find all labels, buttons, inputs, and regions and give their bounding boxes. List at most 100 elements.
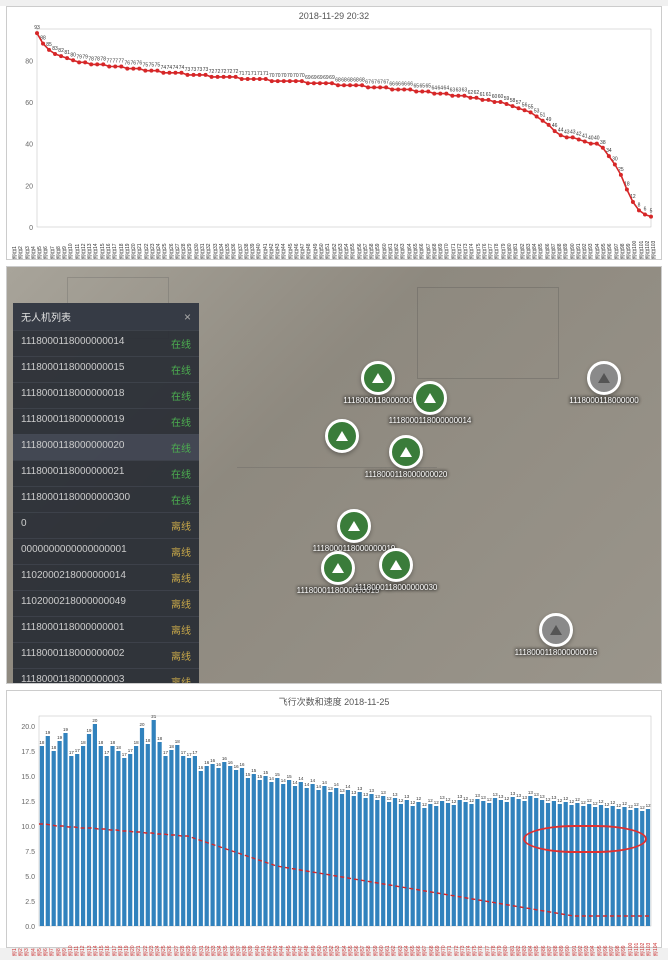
x-tick-label: 项目85 [537,233,543,259]
svg-text:56: 56 [522,102,528,108]
map-marker[interactable]: 1118000118000000014 [413,381,447,415]
svg-text:12: 12 [451,799,457,804]
svg-text:63: 63 [456,88,462,94]
svg-text:73: 73 [191,67,197,73]
drone-row[interactable]: 1118000118000000021在线 [13,460,199,486]
svg-text:43: 43 [570,129,576,135]
svg-text:17: 17 [122,752,128,757]
drone-row[interactable]: 11180001180000000300在线 [13,486,199,512]
svg-text:79: 79 [82,54,88,60]
svg-text:18: 18 [98,740,104,745]
svg-text:10.0: 10.0 [21,824,35,831]
svg-text:66: 66 [395,81,401,87]
map-marker[interactable]: 1118000118000000015 [321,551,355,585]
svg-text:71: 71 [263,71,269,77]
drone-row[interactable]: 1102000218000000014离线 [13,564,199,590]
svg-text:19: 19 [45,730,51,735]
svg-text:70: 70 [275,73,281,79]
x-tick-label: 项104 [652,930,658,956]
close-icon[interactable]: × [184,310,191,324]
x-tick-label: 项目17 [111,233,117,259]
x-tick-label: 项目71 [450,233,456,259]
x-tick-label: 项目55 [349,233,355,259]
drone-row[interactable]: 1102000218000000049离线 [13,590,199,616]
map-marker[interactable]: 1118000118000000 [361,361,395,395]
svg-text:61: 61 [480,92,486,98]
map-marker[interactable]: 1118000118000000030 [379,548,413,582]
x-tick-label: 项目6 [42,233,48,259]
page-root: 2018-11-29 20:32 02040608093888583828180… [0,6,668,948]
map-marker[interactable] [325,419,359,453]
drone-row[interactable]: 0000000000000000001离线 [13,538,199,564]
svg-text:15: 15 [257,774,263,779]
drone-row[interactable]: 1118000118000000019在线 [13,408,199,434]
x-tick-label: 项目93 [587,233,593,259]
svg-text:73: 73 [197,67,203,73]
x-tick-label: 项目25 [161,233,167,259]
svg-text:55: 55 [528,104,534,110]
drone-row[interactable]: 1118000118000000003离线 [13,668,199,684]
x-tick-label: 项目18 [118,233,124,259]
drone-icon [390,560,402,570]
x-tick-label: 项目63 [399,233,405,259]
svg-text:12: 12 [463,796,469,801]
x-tick-label: 项68 [428,930,434,956]
svg-text:21: 21 [151,714,157,719]
x-tick-label: 项8 [55,930,61,956]
x-tick-label: 项目41 [262,233,268,259]
x-tick-label: 项7 [48,930,54,956]
map-marker[interactable]: 1118000118000000020 [389,435,423,469]
svg-text:65: 65 [425,84,431,90]
svg-text:0: 0 [29,225,33,232]
drone-id: 1102000218000000014 [21,570,126,585]
x-tick-label: 项目103 [650,233,656,259]
map-marker[interactable]: 1118000118000000019 [337,509,371,543]
svg-text:17: 17 [163,750,169,755]
svg-text:79: 79 [76,54,82,60]
svg-text:61: 61 [486,92,492,98]
x-tick-label: 项目44 [280,233,286,259]
x-tick-label: 项76 [477,930,483,956]
x-tick-label: 项17 [111,930,117,956]
map-marker[interactable]: 1118000118000000016 [539,613,573,647]
map-panel[interactable]: 无人机列表 × 1118000118000000014在线11180001180… [6,266,662,684]
svg-text:70: 70 [299,73,305,79]
svg-text:80: 80 [25,58,33,65]
x-tick-label: 项30 [191,930,197,956]
drone-status: 在线 [171,440,191,455]
svg-text:63: 63 [450,88,456,94]
svg-text:17: 17 [104,750,110,755]
map-marker[interactable]: 1118000118000000 [587,361,621,395]
drone-id: 1118000118000000018 [21,388,124,403]
drone-row[interactable]: 0离线 [13,512,199,538]
svg-text:74: 74 [173,65,179,71]
svg-text:12: 12 [640,805,646,810]
x-tick-label: 项49 [310,930,316,956]
drone-row[interactable]: 1118000118000000020在线 [13,434,199,460]
svg-text:16: 16 [204,760,210,765]
x-tick-label: 项54 [341,930,347,956]
svg-text:71: 71 [245,71,251,77]
x-tick-label: 项26 [166,930,172,956]
svg-text:75: 75 [149,63,155,69]
drone-id: 1118000118000000002 [21,648,124,663]
svg-text:69: 69 [317,75,323,81]
svg-text:12: 12 [581,800,587,805]
drone-row[interactable]: 1118000118000000014在线 [13,330,199,356]
x-tick-label: 项63 [397,930,403,956]
svg-text:12: 12 [428,798,434,803]
svg-text:13: 13 [369,788,375,793]
svg-text:18: 18 [169,744,175,749]
drone-icon [424,393,436,403]
drone-row[interactable]: 1118000118000000001离线 [13,616,199,642]
drone-id: 1118000118000000019 [21,414,124,429]
drone-row[interactable]: 1118000118000000002离线 [13,642,199,668]
svg-text:13: 13 [481,795,487,800]
x-tick-label: 项71 [446,930,452,956]
svg-text:13: 13 [363,792,369,797]
x-tick-label: 项目2 [17,233,23,259]
svg-text:67: 67 [365,79,371,85]
drone-row[interactable]: 1118000118000000015在线 [13,356,199,382]
drone-row[interactable]: 1118000118000000018在线 [13,382,199,408]
svg-text:76: 76 [125,61,131,67]
